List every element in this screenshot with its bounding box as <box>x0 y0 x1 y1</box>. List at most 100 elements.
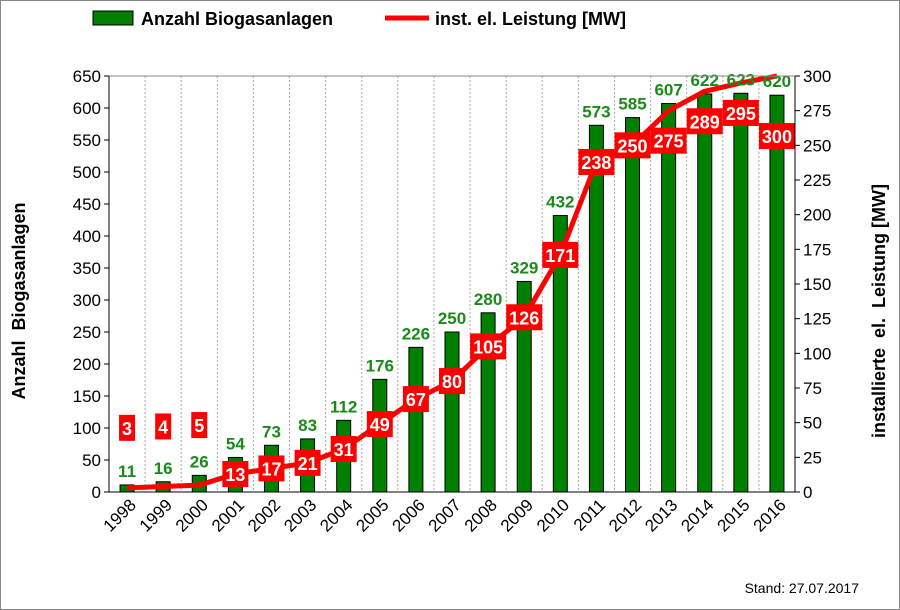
x-tick-label: 1998 <box>100 495 140 535</box>
mw-value-label: 80 <box>442 372 462 392</box>
x-tick-label: 2006 <box>389 495 429 535</box>
y2-tick-label: 0 <box>803 483 812 502</box>
y-tick-label: 300 <box>73 291 101 310</box>
legend-bar-swatch <box>92 10 134 26</box>
y2-tick-label: 175 <box>803 240 831 259</box>
bar-value-label: 54 <box>226 434 245 453</box>
bar-value-label: 573 <box>582 102 610 121</box>
mw-label-box <box>402 386 429 413</box>
x-tick-label: 2009 <box>497 495 537 535</box>
mw-label-box <box>722 99 759 126</box>
mw-label-box <box>294 449 321 476</box>
bar <box>625 117 641 493</box>
y-tick-label: 650 <box>73 67 101 86</box>
y2-tick-label: 300 <box>803 67 831 86</box>
bar-value-label: 226 <box>402 324 430 343</box>
mw-label-box <box>578 148 615 175</box>
mw-value-label: 105 <box>473 337 503 357</box>
mw-label-box <box>506 304 543 331</box>
mw-label-box <box>366 411 393 438</box>
mw-label-box <box>222 460 249 487</box>
y-tick-label: 200 <box>73 355 101 374</box>
mw-label-box <box>470 333 507 360</box>
y-tick-label: 450 <box>73 195 101 214</box>
y-tick-label: 150 <box>73 387 101 406</box>
mw-value-label: 49 <box>370 415 390 435</box>
bar-value-label: 622 <box>691 71 719 90</box>
bar-value-label: 73 <box>262 422 281 441</box>
y2-tick-label: 25 <box>803 448 822 467</box>
mw-label-box <box>155 413 172 440</box>
bar-value-label: 607 <box>654 81 682 100</box>
x-tick-label: 2013 <box>641 495 681 535</box>
mw-value-label: 238 <box>581 153 611 173</box>
y2-tick-label: 150 <box>803 275 831 294</box>
y2-tick-label: 200 <box>803 206 831 225</box>
mw-value-label: 295 <box>726 104 756 124</box>
x-tick-label: 2014 <box>677 495 717 535</box>
y-tick-label: 500 <box>73 163 101 182</box>
x-tick-label: 2008 <box>461 495 501 535</box>
y2-axis-label: installierte el. Leistung [MW] <box>869 184 889 438</box>
bar-value-label: 432 <box>546 193 574 212</box>
y-tick-label: 600 <box>73 99 101 118</box>
bar-value-label: 83 <box>298 416 317 435</box>
mw-value-label: 4 <box>158 417 168 437</box>
y2-tick-label: 50 <box>803 414 822 433</box>
bar-value-label: 623 <box>727 70 755 89</box>
bar <box>444 331 460 493</box>
mw-value-label: 21 <box>298 454 318 474</box>
mw-value-label: 300 <box>762 127 792 147</box>
x-tick-label: 2010 <box>533 495 573 535</box>
y-tick-label: 400 <box>73 227 101 246</box>
legend: Anzahl Biogasanlagen inst. el. Leistung … <box>92 9 626 29</box>
y-tick-label: 550 <box>73 131 101 150</box>
y-tick-label: 50 <box>82 451 101 470</box>
bar-value-label: 329 <box>510 258 538 277</box>
legend-bar-label: Anzahl Biogasanlagen <box>141 9 333 29</box>
x-tick-label: 2012 <box>605 495 645 535</box>
y2-tick-label: 75 <box>803 379 822 398</box>
bar <box>408 346 424 493</box>
x-tick-label: 2005 <box>352 495 392 535</box>
mw-label-box <box>614 132 651 159</box>
mw-value-label: 126 <box>509 308 539 328</box>
bar-value-label: 585 <box>618 95 646 114</box>
y-tick-label: 350 <box>73 259 101 278</box>
y-tick-label: 100 <box>73 419 101 438</box>
legend-line-label: inst. el. Leistung [MW] <box>435 9 626 29</box>
y2-tick-label: 125 <box>803 310 831 329</box>
bar-value-label: 16 <box>154 459 173 478</box>
y-axis-label: Anzahl Biogasanlagen <box>9 202 29 399</box>
bar-value-label: 280 <box>474 290 502 309</box>
mw-value-label: 3 <box>122 419 132 439</box>
x-tick-label: 2003 <box>280 495 320 535</box>
x-tick-label: 2016 <box>750 495 790 535</box>
bar <box>697 93 713 493</box>
bar-value-label: 620 <box>763 72 791 91</box>
y-tick-label: 0 <box>92 483 101 502</box>
mw-value-label: 171 <box>545 246 575 266</box>
mw-label-box <box>119 414 136 441</box>
mw-label-box <box>439 368 465 395</box>
mw-value-label: 5 <box>194 416 204 436</box>
mw-label-box <box>330 436 357 463</box>
mw-value-label: 17 <box>261 459 281 479</box>
bar <box>769 94 785 493</box>
y2-tick-label: 100 <box>803 344 831 363</box>
mw-label-box <box>650 127 687 154</box>
mw-label-box <box>758 123 795 149</box>
y-tick-label: 250 <box>73 323 101 342</box>
x-tick-label: 2007 <box>425 495 465 535</box>
x-tick-label: 2002 <box>244 495 284 535</box>
x-tick-label: 1999 <box>136 495 176 535</box>
mw-label-box <box>686 108 723 135</box>
bar-value-label: 26 <box>190 452 209 471</box>
y2-tick-label: 225 <box>803 171 831 190</box>
mw-value-label: 67 <box>406 390 426 410</box>
x-tick-label: 2000 <box>172 495 212 535</box>
mw-label-box <box>542 241 579 268</box>
x-tick-label: 2011 <box>570 495 609 534</box>
